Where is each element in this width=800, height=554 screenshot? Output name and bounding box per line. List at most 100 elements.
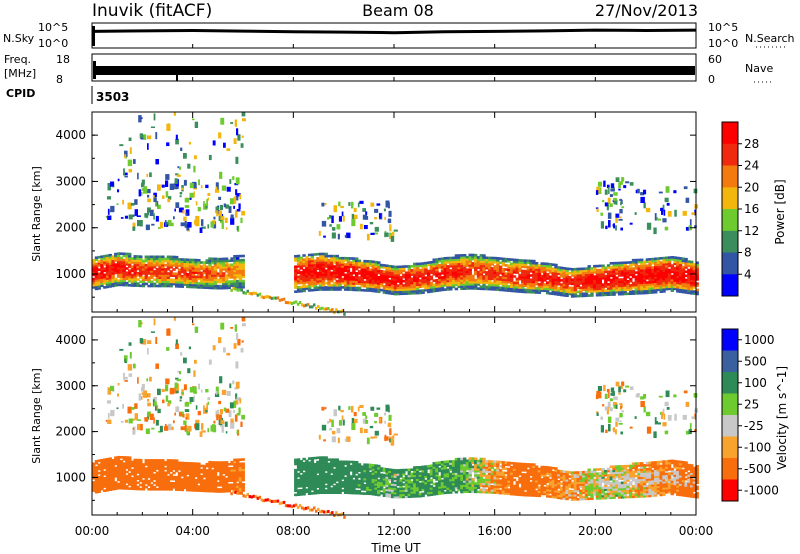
power-cell: [103, 254, 107, 258]
power-cell: [465, 274, 470, 278]
power-cell: [116, 271, 121, 274]
power-cell: [626, 292, 630, 296]
power-cell: [391, 284, 395, 287]
power-cell: [435, 283, 439, 286]
velocity-cell: [335, 487, 339, 490]
power-cell: [642, 289, 647, 293]
power-cell: [393, 292, 398, 296]
power-scatter-cell: [208, 154, 212, 161]
power-cell: [236, 271, 240, 275]
power-cell: [518, 261, 522, 264]
power-cell: [523, 278, 528, 281]
power-cell: [114, 267, 118, 270]
power-cell: [521, 282, 525, 285]
power-cell: [233, 271, 237, 275]
velocity-cell: [382, 475, 387, 479]
velocity-cell: [188, 476, 193, 480]
velocity-cell: [346, 479, 351, 482]
velocity-cell: [460, 461, 464, 465]
velocity-cell: [454, 486, 459, 490]
power-cell: [180, 270, 184, 274]
power-cell: [388, 289, 392, 293]
power-scatter-cell: [607, 212, 612, 219]
velocity-cell: [139, 458, 143, 462]
power-cell: [413, 275, 417, 278]
power-cell: [648, 289, 652, 292]
power-cell: [296, 286, 301, 289]
velocity-cell: [463, 486, 467, 489]
power-cell: [429, 271, 434, 274]
power-cell: [396, 267, 400, 271]
power-cell: [319, 275, 323, 279]
power-cell: [238, 261, 243, 264]
power-cell: [150, 257, 154, 261]
velocity-cell: [194, 466, 198, 470]
velocity-cell: [241, 485, 245, 488]
velocity-cell: [222, 488, 226, 491]
velocity-cell: [338, 489, 342, 492]
velocity-cell: [183, 463, 187, 467]
power-scatter-cell: [262, 296, 266, 300]
power-cell: [324, 281, 328, 285]
velocity-cell: [125, 462, 129, 465]
velocity-cell: [188, 464, 193, 467]
power-cell: [593, 287, 597, 291]
power-cell: [368, 281, 373, 284]
power-cell: [183, 262, 187, 266]
velocity-cell: [294, 477, 298, 480]
power-cell: [468, 264, 472, 267]
power-cell: [468, 270, 472, 273]
velocity-cell: [94, 462, 99, 465]
power-cell: [540, 276, 544, 280]
power-cell: [332, 277, 337, 281]
power-scatter-cell: [621, 206, 625, 209]
power-cell: [427, 263, 431, 267]
velocity-cell: [172, 477, 176, 481]
velocity-cell: [368, 467, 373, 471]
velocity-cell: [421, 471, 425, 475]
power-cell: [637, 281, 641, 285]
velocity-cell: [396, 489, 400, 493]
power-cell: [695, 288, 699, 292]
velocity-cell: [133, 460, 137, 464]
power-cell: [119, 252, 124, 255]
power-cell: [620, 292, 625, 296]
velocity-cell: [368, 490, 373, 494]
power-cell: [164, 274, 168, 277]
power-cell: [648, 270, 652, 274]
power-cell: [396, 292, 400, 296]
velocity-cell: [310, 475, 315, 479]
power-cell: [404, 265, 409, 268]
power-cell: [352, 257, 356, 260]
velocity-cell: [402, 468, 406, 472]
power-cell: [595, 279, 600, 282]
power-cell: [219, 284, 223, 288]
power-cell: [241, 271, 245, 274]
power-scatter-cell: [694, 209, 696, 216]
power-cell: [399, 290, 403, 294]
velocity-cell: [363, 463, 367, 466]
power-cell: [152, 263, 157, 267]
power-cell: [355, 263, 359, 267]
power-cell: [125, 275, 129, 279]
power-cell: [687, 283, 691, 286]
velocity-cell: [294, 462, 298, 466]
power-cell: [332, 269, 337, 272]
power-cell: [482, 275, 486, 278]
velocity-cell: [457, 486, 461, 490]
velocity-cell: [454, 476, 459, 480]
velocity-cell: [443, 462, 447, 466]
power-cell: [155, 255, 160, 259]
power-cell: [595, 287, 600, 291]
power-cell: [230, 276, 234, 279]
power-cell: [618, 274, 622, 277]
power-cell: [651, 284, 655, 288]
power-cell: [313, 269, 317, 273]
velocity-cell: [152, 485, 157, 489]
velocity-cell: [105, 486, 110, 490]
power-cell: [404, 275, 409, 279]
power-cell: [299, 285, 303, 289]
power-cell: [175, 282, 179, 286]
power-cell: [673, 277, 677, 280]
